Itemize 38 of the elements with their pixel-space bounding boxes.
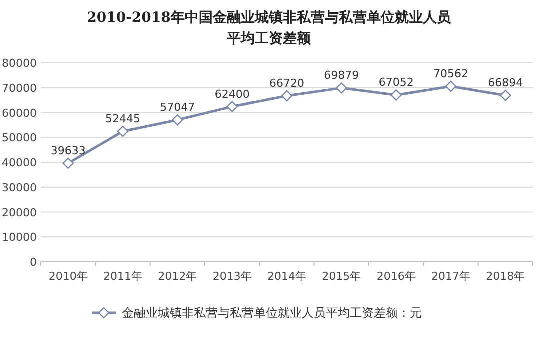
data-label: 39633 — [50, 144, 86, 158]
point — [500, 90, 512, 102]
data-label: 52445 — [106, 112, 140, 126]
legend-label: 金融业城镇非私营与私营单位就业人员平均工资差额：元 — [122, 306, 422, 320]
x-tick-label: 2011年 — [104, 270, 142, 283]
y-tick-label: 30000 — [2, 181, 37, 194]
y-tick-label: 60000 — [2, 106, 37, 120]
x-tick-label: 2012年 — [158, 270, 198, 283]
point — [62, 158, 74, 170]
data-label: 67052 — [378, 76, 414, 90]
y-tick-label: 70000 — [2, 82, 37, 95]
data-label: 70562 — [434, 67, 468, 80]
data-label: 62400 — [214, 88, 250, 101]
point — [226, 101, 238, 112]
x-tick-label: 2017年 — [432, 270, 470, 283]
y-tick-label: 20000 — [2, 206, 37, 220]
point — [117, 126, 129, 138]
y-tick-label: 80000 — [2, 57, 37, 70]
point — [390, 90, 402, 101]
point — [172, 114, 184, 126]
y-tick-label: 10000 — [2, 231, 37, 244]
data-label: 57047 — [160, 101, 196, 114]
x-tick-label: 2018年 — [486, 270, 526, 283]
x-tick-label: 2013年 — [212, 270, 252, 283]
data-label: 66894 — [488, 76, 524, 90]
y-tick-label: 0 — [30, 256, 37, 269]
y-tick-label: 40000 — [2, 156, 37, 170]
data-label: 66720 — [270, 77, 304, 90]
point — [281, 90, 293, 102]
y-tick-label: 50000 — [2, 132, 37, 145]
point — [336, 82, 348, 94]
chart-title: 2010-2018年中国金融业城镇非私营与私营单位就业人员平均工资差额 — [87, 10, 452, 47]
x-tick-label: 2015年 — [322, 270, 362, 283]
data-label: 69879 — [324, 69, 360, 82]
x-tick-label: 2016年 — [376, 270, 416, 283]
x-tick-label: 2014年 — [268, 270, 306, 283]
point — [445, 80, 457, 92]
x-tick-label: 2010年 — [48, 270, 88, 283]
